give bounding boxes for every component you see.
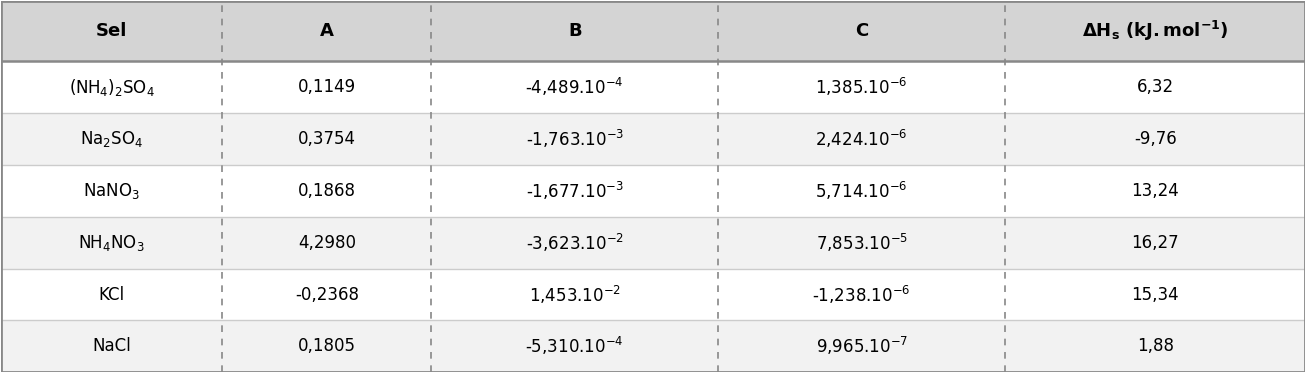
Text: C: C bbox=[855, 22, 868, 40]
Text: -1,238.10$^{-6}$: -1,238.10$^{-6}$ bbox=[812, 283, 912, 305]
Bar bbox=[1, 113, 1305, 165]
Text: 0,1868: 0,1868 bbox=[298, 182, 355, 200]
Text: 0,3754: 0,3754 bbox=[298, 130, 355, 148]
Text: NH$_4$NO$_3$: NH$_4$NO$_3$ bbox=[78, 233, 145, 253]
Text: 5,714.10$^{-6}$: 5,714.10$^{-6}$ bbox=[815, 180, 908, 202]
Text: 1,88: 1,88 bbox=[1136, 337, 1174, 355]
Text: $\mathbf{\Delta H_s}$ $\mathbf{(kJ.mol^{-1})}$: $\mathbf{\Delta H_s}$ $\mathbf{(kJ.mol^{… bbox=[1081, 19, 1229, 43]
Text: 9,965.10$^{-7}$: 9,965.10$^{-7}$ bbox=[815, 335, 908, 357]
Text: -4,489.10$^{-4}$: -4,489.10$^{-4}$ bbox=[525, 76, 624, 98]
Text: 0,1805: 0,1805 bbox=[298, 337, 355, 355]
Text: 13,24: 13,24 bbox=[1131, 182, 1179, 200]
Bar bbox=[1, 320, 1305, 372]
Text: -5,310.10$^{-4}$: -5,310.10$^{-4}$ bbox=[525, 335, 624, 357]
Text: 6,32: 6,32 bbox=[1136, 78, 1174, 96]
Text: -1,763.10$^{-3}$: -1,763.10$^{-3}$ bbox=[525, 128, 624, 150]
Text: 0,1149: 0,1149 bbox=[298, 78, 357, 96]
Text: 16,27: 16,27 bbox=[1131, 233, 1179, 252]
Text: 7,853.10$^{-5}$: 7,853.10$^{-5}$ bbox=[815, 232, 908, 254]
Bar bbox=[1, 165, 1305, 217]
Text: B: B bbox=[568, 22, 581, 40]
Text: (NH$_4$)$_2$SO$_4$: (NH$_4$)$_2$SO$_4$ bbox=[69, 76, 154, 98]
Bar bbox=[1, 217, 1305, 269]
Text: 2,424.10$^{-6}$: 2,424.10$^{-6}$ bbox=[815, 128, 908, 150]
Text: NaNO$_3$: NaNO$_3$ bbox=[84, 181, 140, 201]
Text: -3,623.10$^{-2}$: -3,623.10$^{-2}$ bbox=[525, 232, 624, 254]
Text: -1,677.10$^{-3}$: -1,677.10$^{-3}$ bbox=[525, 180, 624, 202]
Text: Sel: Sel bbox=[95, 22, 127, 40]
Bar bbox=[1, 269, 1305, 320]
Text: A: A bbox=[320, 22, 334, 40]
Text: KCl: KCl bbox=[98, 285, 124, 304]
Text: 15,34: 15,34 bbox=[1131, 285, 1179, 304]
Text: -9,76: -9,76 bbox=[1134, 130, 1177, 148]
Text: Na$_2$SO$_4$: Na$_2$SO$_4$ bbox=[80, 129, 144, 149]
Text: 1,453.10$^{-2}$: 1,453.10$^{-2}$ bbox=[529, 283, 620, 305]
Bar bbox=[1, 61, 1305, 113]
Text: NaCl: NaCl bbox=[93, 337, 131, 355]
Text: 1,385.10$^{-6}$: 1,385.10$^{-6}$ bbox=[815, 76, 908, 98]
Text: 4,2980: 4,2980 bbox=[298, 233, 355, 252]
Bar bbox=[1, 1, 1305, 61]
Text: -0,2368: -0,2368 bbox=[295, 285, 359, 304]
